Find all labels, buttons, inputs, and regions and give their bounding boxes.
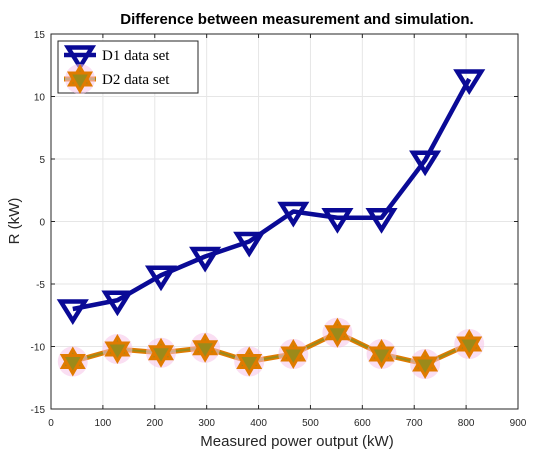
y-axis-title: R (kW) [6,198,23,245]
data-point [453,69,486,96]
x-tick-label: 0 [48,418,54,429]
legend-label: D2 data set [102,72,170,88]
x-tick-label: 200 [146,418,163,429]
data-point [56,299,89,326]
data-point [321,208,354,234]
legend-item: D2 data set [64,63,170,95]
y-tick-label: 0 [39,218,45,229]
data-point [277,201,310,228]
data-point [57,346,88,377]
data-point [365,208,398,234]
y-tick-label: -10 [31,343,46,354]
legend: D1 data set D2 data set [57,40,199,95]
x-tick-label: 600 [354,418,371,429]
data-point [409,150,442,177]
x-tick-label: 400 [250,418,267,429]
x-tick-label: 700 [406,418,423,429]
y-tick-label: 15 [34,30,46,41]
y-tick-label: -5 [36,280,45,291]
data-point [146,337,177,368]
chart-title: Difference between measurement and simul… [120,11,473,28]
data-point [410,348,441,380]
y-tick-label: -15 [31,405,46,416]
x-tick-label: 100 [95,418,112,429]
data-point [101,290,134,317]
x-tick-label: 800 [458,418,475,429]
data-point [366,338,397,370]
series-2 [57,317,485,380]
legend-label: D1 data set [102,48,170,64]
y-tick-label: 5 [39,155,45,166]
legend-item: D1 data set [63,45,170,72]
data-point [278,338,309,370]
series-line [72,331,470,365]
data-point [144,265,178,292]
legend-marker [63,45,97,72]
series-line [72,77,472,312]
series-1 [56,69,486,326]
y-tick-label: 10 [34,93,46,104]
data-point [189,246,222,273]
x-tick-label: 500 [302,418,319,429]
data-point [233,231,266,258]
legend-marker [65,63,95,95]
x-axis-title: Measured power output (kW) [200,433,393,450]
axes: 0 100 200 300 400 500 600 700 800 900 -15 -10 -5 0 5 10… [31,30,527,429]
data-point [322,317,353,348]
x-tick-label: 900 [510,418,527,429]
data-point [454,328,485,360]
data-point [102,333,133,365]
series-layer [56,69,486,380]
x-tick-label: 300 [198,418,215,429]
data-point [190,332,221,363]
data-point [234,346,265,377]
